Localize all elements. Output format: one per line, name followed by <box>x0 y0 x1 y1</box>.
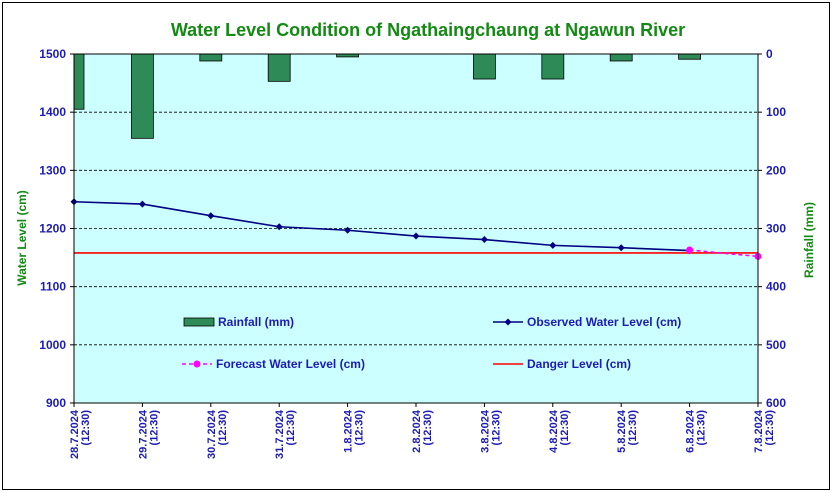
x-axis-ticks: 28.7.2024(12:30) 29.7.2024(12:30) 30.7.202… <box>69 403 776 459</box>
rainfall-bar <box>200 54 222 61</box>
x-tick-label: 28.7.2024(12:30) <box>69 409 92 459</box>
water-level-chart: Water Level Condition of Ngathaingchaung… <box>0 0 834 494</box>
right-tick-label: 200 <box>766 163 786 177</box>
left-axis-ticks: 1500 1400 1300 1200 1100 1000 900 <box>39 47 74 410</box>
x-tick-label: 7.8.2024(12:30) <box>753 409 776 453</box>
rainfall-bar <box>268 54 290 81</box>
right-tick-label: 600 <box>766 396 786 410</box>
legend-label: Observed Water Level (cm) <box>527 315 681 329</box>
x-tick-label: 31.7.2024(12:30) <box>274 409 297 459</box>
y-axis-right-label: Rainfall (mm) <box>802 202 816 278</box>
right-tick-label: 100 <box>766 105 786 119</box>
x-tick-label: 6.8.2024(12:30) <box>685 409 708 453</box>
rainfall-bar <box>542 54 564 79</box>
rainfall-bar <box>473 54 495 79</box>
y-axis-left-label: Water Level (cm) <box>15 190 29 286</box>
x-tick-label: 1.8.2024(12:30) <box>343 409 366 453</box>
legend-marker <box>194 361 201 368</box>
x-tick-label: 4.8.2024(12:30) <box>548 409 571 453</box>
x-tick-label: 2.8.2024(12:30) <box>411 409 434 453</box>
left-tick-label: 900 <box>46 396 66 410</box>
data-point <box>686 247 693 254</box>
left-tick-label: 1400 <box>39 105 66 119</box>
chart-title: Water Level Condition of Ngathaingchaung… <box>171 20 685 40</box>
rainfall-bar <box>74 54 84 109</box>
left-tick-label: 1500 <box>39 47 66 61</box>
rainfall-bar <box>610 54 632 61</box>
right-axis-ticks: 0 100 200 300 400 500 600 <box>758 47 786 410</box>
x-tick-label: 5.8.2024(12:30) <box>616 409 639 453</box>
rainfall-bar <box>131 54 153 138</box>
legend-swatch-rainfall <box>184 318 214 326</box>
left-tick-label: 1000 <box>39 338 66 352</box>
left-tick-label: 1100 <box>40 280 66 294</box>
legend-label: Forecast Water Level (cm) <box>216 357 365 371</box>
rainfall-bar <box>679 54 701 59</box>
right-tick-label: 500 <box>766 338 786 352</box>
right-tick-label: 0 <box>766 47 773 61</box>
left-tick-label: 1200 <box>39 222 66 236</box>
legend-label: Danger Level (cm) <box>527 357 631 371</box>
x-tick-label: 29.7.2024(12:30) <box>137 409 160 459</box>
x-tick-label: 3.8.2024(12:30) <box>479 409 502 453</box>
x-tick-label: 30.7.2024(12:30) <box>206 409 229 459</box>
right-tick-label: 400 <box>766 280 786 294</box>
legend-label: Rainfall (mm) <box>218 315 294 329</box>
left-tick-label: 1300 <box>39 163 66 177</box>
right-tick-label: 300 <box>766 222 786 236</box>
